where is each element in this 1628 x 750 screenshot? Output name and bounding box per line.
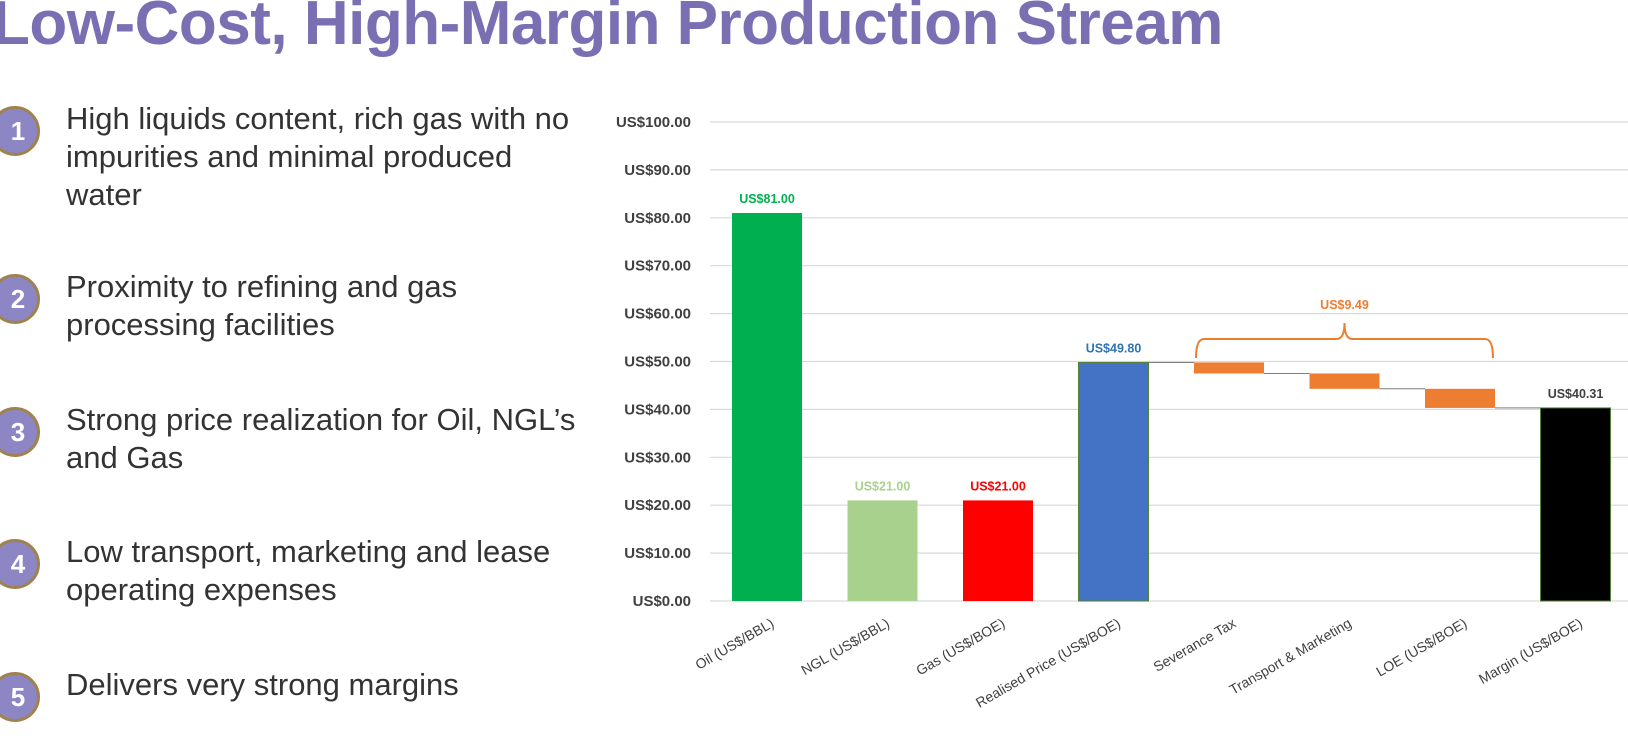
bar xyxy=(1078,361,1149,602)
x-category-label: Gas (US$/BOE) xyxy=(913,615,1007,679)
x-category-label: Margin (US$/BOE) xyxy=(1476,615,1585,687)
y-tick-label: US$40.00 xyxy=(624,401,691,418)
bullet-text: Delivers very strong margins xyxy=(66,667,459,702)
bar xyxy=(847,500,918,601)
annotations: US$9.49 xyxy=(1195,298,1494,359)
x-category-label: Severance Tax xyxy=(1151,615,1239,675)
annotation-label: US$9.49 xyxy=(1320,298,1369,312)
x-axis-categories: Oil (US$/BBL) NGL (US$/BBL) Gas (US$/BOE)R… xyxy=(692,615,1585,711)
bullet-number: 3 xyxy=(0,407,40,457)
data-label: US$21.00 xyxy=(970,479,1026,493)
bullet-number: 4 xyxy=(0,539,40,589)
slide-title: Low-Cost, High-Margin Production Stream xyxy=(0,0,1223,58)
y-tick-label: US$0.00 xyxy=(633,593,691,610)
y-tick-label: US$100.00 xyxy=(616,114,691,131)
y-tick-label: US$80.00 xyxy=(624,210,691,227)
data-label: US$81.00 xyxy=(739,192,795,206)
bar xyxy=(1194,362,1264,374)
y-tick-label: US$20.00 xyxy=(624,497,691,514)
x-category-label: Oil (US$/BBL) xyxy=(692,615,776,673)
bullet-number: 5 xyxy=(0,672,40,722)
bullet-text: High liquids content, rich gas with no i… xyxy=(66,101,570,212)
y-tick-label: US$50.00 xyxy=(624,354,691,371)
bullet-number: 1 xyxy=(0,106,40,156)
gridlines xyxy=(710,121,1628,602)
bullet-text: Low transport, marketing and lease opera… xyxy=(66,534,551,607)
data-label: US$49.80 xyxy=(1086,341,1142,355)
x-category-label: Transport & Marketing xyxy=(1227,615,1354,698)
y-tick-label: US$60.00 xyxy=(624,306,691,323)
bullet-text: Proximity to refining and gas processing… xyxy=(66,269,458,342)
data-labels: US$81.00 US$21.00 US$21.00 US$49.80 US$40.31 xyxy=(739,192,1603,493)
y-tick-label: US$10.00 xyxy=(624,545,691,562)
bar xyxy=(1309,373,1380,389)
y-tick-label: US$70.00 xyxy=(624,258,691,275)
y-tick-label: US$30.00 xyxy=(624,449,691,466)
data-label: US$40.31 xyxy=(1548,387,1604,401)
bar xyxy=(1425,388,1495,408)
bars xyxy=(732,213,1611,602)
bar xyxy=(732,213,802,601)
bar xyxy=(1540,407,1611,602)
brace-annotation xyxy=(1195,322,1494,359)
bullet-text: Strong price realization for Oil, NGL’s … xyxy=(66,402,576,475)
x-category-label: LOE (US$/BOE) xyxy=(1373,615,1469,680)
bullet-number: 2 xyxy=(0,274,40,324)
connectors xyxy=(1148,361,1541,409)
bar xyxy=(963,500,1033,601)
data-label: US$21.00 xyxy=(855,479,911,493)
y-tick-label: US$90.00 xyxy=(624,162,691,179)
x-category-label: NGL (US$/BBL) xyxy=(798,615,892,678)
y-axis-ticks: US$0.00 US$10.00 US$20.00 US$30.00 US$40.00 U… xyxy=(616,114,691,610)
